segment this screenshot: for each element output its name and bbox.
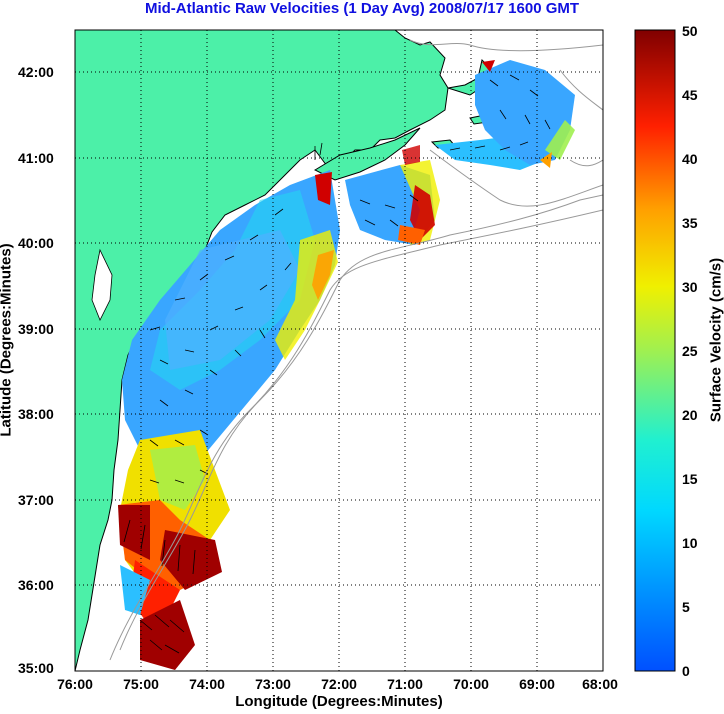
long-island [313, 127, 421, 181]
colorbar-tick-label: 0 [682, 663, 690, 679]
colorbar-tick-label: 45 [682, 87, 698, 103]
y-tick-label: 38:00 [18, 406, 54, 422]
y-tick-label: 41:00 [18, 150, 54, 166]
x-tick-label: 71:00 [387, 676, 423, 692]
x-axis-label: Longitude (Degrees:Minutes) [235, 693, 443, 710]
colorbar-tick-label: 25 [682, 343, 698, 359]
y-tick-label: 37:00 [18, 492, 54, 508]
y-tick-label: 36:00 [18, 577, 54, 593]
colorbar-label: Surface Velocity (cm/s) [707, 257, 724, 423]
land-mass [75, 30, 449, 671]
colorbar [634, 29, 676, 672]
colorbar-tick-label: 5 [682, 599, 690, 615]
y-tick-label: 40:00 [18, 235, 54, 251]
colorbar-tick-label: 30 [682, 279, 698, 295]
velocity-field [118, 60, 575, 670]
colorbar-tick-label: 35 [682, 215, 698, 231]
x-tick-label: 72:00 [321, 676, 357, 692]
colorbar-tick-label: 15 [682, 471, 698, 487]
plot-frame [74, 29, 604, 672]
y-tick-label: 42:00 [18, 64, 54, 80]
x-tick-label: 73:00 [255, 676, 291, 692]
y-axis-label: Latitude (Degrees:Minutes) [0, 243, 15, 437]
colorbar-tick-label: 50 [682, 23, 698, 39]
x-tick-label: 76:00 [57, 676, 93, 692]
chesapeake-bay [91, 248, 113, 321]
colorbar-tick-label: 10 [682, 535, 698, 551]
y-tick-label: 35:00 [18, 660, 54, 676]
colorbar-tick-label: 20 [682, 407, 698, 423]
colorbar-tick-label: 40 [682, 151, 698, 167]
grid [75, 30, 603, 671]
bathymetry-contours [109, 39, 603, 661]
x-tick-label: 74:00 [189, 676, 225, 692]
map-title: Mid-Atlantic Raw Velocities (1 Day Avg) … [144, 0, 580, 17]
x-tick-label: 70:00 [453, 676, 489, 692]
y-tick-label: 39:00 [18, 321, 54, 337]
x-tick-label: 68:00 [582, 676, 618, 692]
x-tick-label: 69:00 [519, 676, 555, 692]
x-tick-label: 75:00 [123, 676, 159, 692]
